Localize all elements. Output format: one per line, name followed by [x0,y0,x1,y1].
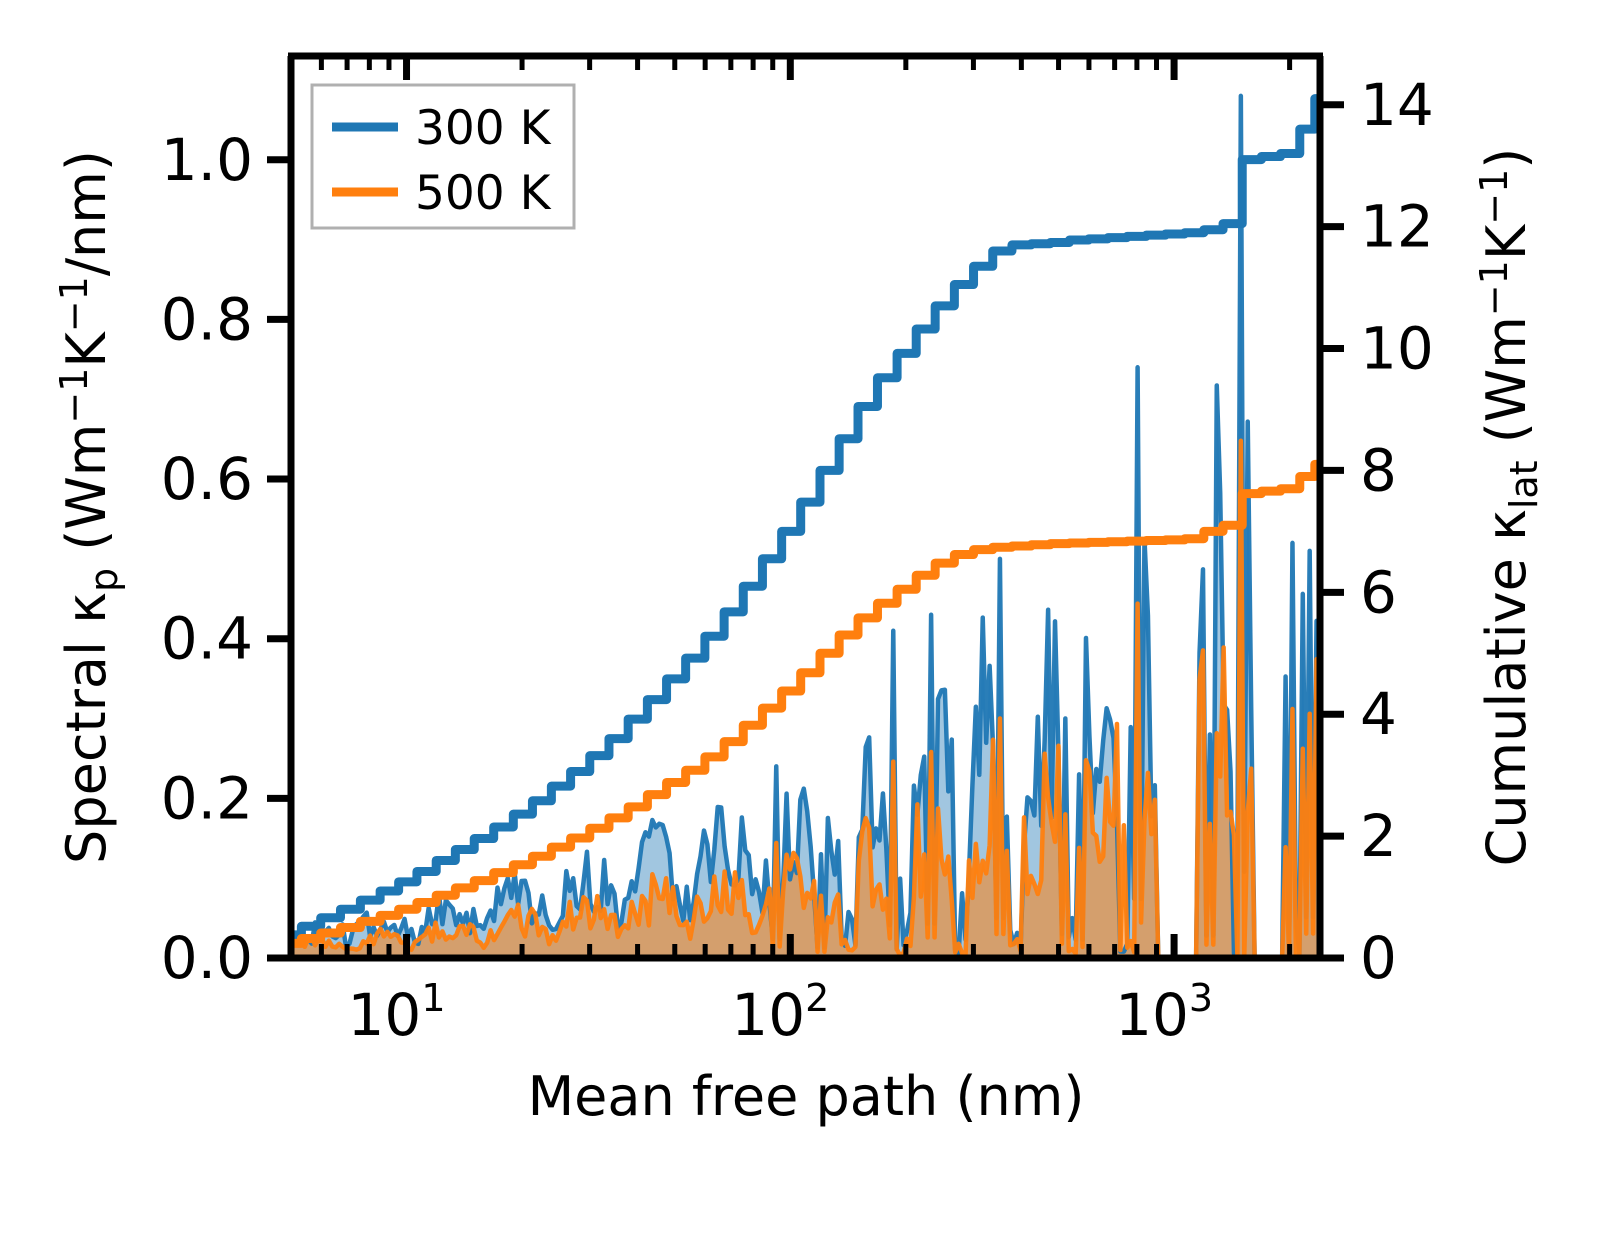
y-right-tick-label: 8 [1360,436,1397,504]
y-left-tick-label: 1.0 [161,126,253,194]
y-axis-right-tick-labels: 0 2 4 6 8 10 12 14 [1360,71,1434,992]
y-axis-right-ticks [1320,101,1344,962]
y-axis-left-title: Spectral κp (Wm−1K−1/nm) [52,150,126,864]
y-right-tick-label: 2 [1360,802,1397,870]
y-left-tick-label: 0.4 [161,605,253,673]
y-axis-left-ticks [267,156,291,962]
y-axis-right-title-group: Cumulative κlat (Wm−1K−1) [1472,148,1546,867]
y-left-tick-label: 0.2 [161,764,253,832]
cumulative-300K-line [291,94,1320,940]
y-axis-left-tick-labels: 0.0 0.2 0.4 0.6 0.8 1.0 [161,126,253,992]
y-right-tick-label: 0 [1360,924,1397,992]
spectral-500K-fill [291,440,1320,958]
spectral-300K-line [291,93,1320,958]
x-axis-title: Mean free path (nm) [528,1065,1085,1128]
cumulative-500K-line [291,459,1320,948]
legend[interactable]: 300 K 500 K [310,83,576,230]
y-right-tick-label: 14 [1360,71,1434,139]
x-axis-ticks [288,56,1293,958]
y-right-tick-label: 4 [1360,680,1397,748]
x-tick-label: 102 [731,976,829,1049]
y-right-tick-label: 6 [1360,558,1397,626]
y-left-tick-label: 0.6 [161,445,253,513]
y-left-tick-label: 0.8 [161,285,253,353]
axis-spines [287,52,1324,962]
y-right-tick-label: 10 [1360,315,1434,383]
y-right-tick-label: 12 [1360,193,1434,261]
y-axis-left-title-group: Spectral κp (Wm−1K−1/nm) [52,150,126,864]
x-axis-tick-labels: 101 102 103 [348,976,1214,1049]
spectral-500K-line [291,438,1320,958]
legend-box [310,83,576,230]
y-axis-right-title: Cumulative κlat (Wm−1K−1) [1472,148,1546,867]
legend-label-500K: 500 K [415,166,552,221]
data-area [291,93,1320,958]
legend-label-300K: 300 K [415,101,552,156]
y-left-tick-label: 0.0 [161,924,253,992]
